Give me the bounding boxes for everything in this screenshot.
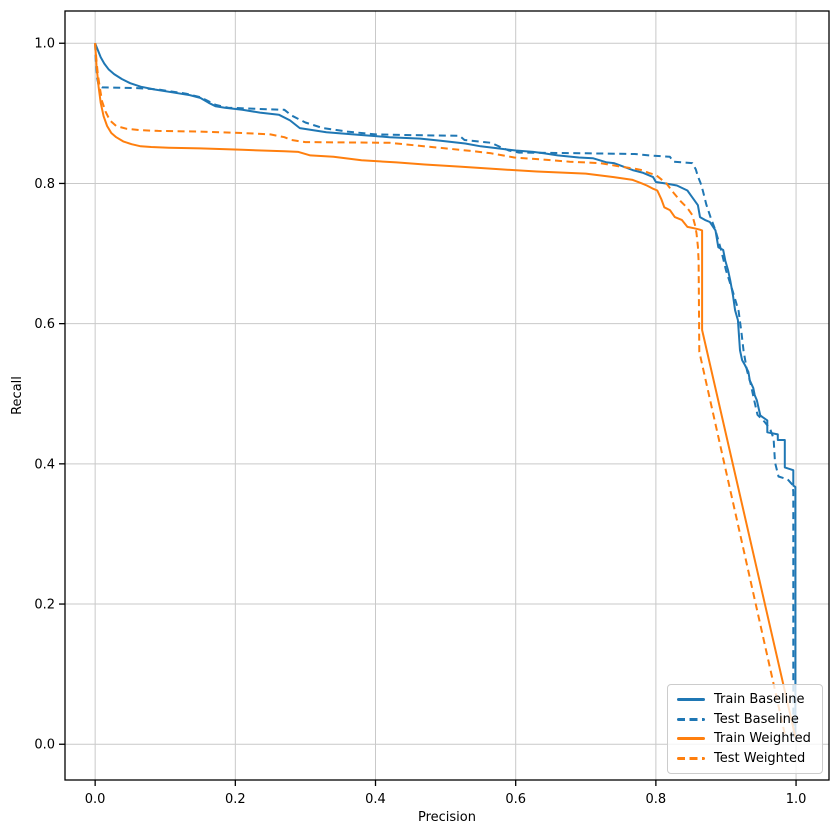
x-tick-label: 0.0 (85, 792, 106, 807)
series-line-train-baseline (94, 42, 797, 738)
x-tick-label: 0.6 (505, 792, 526, 807)
legend-line-sample-test-weighted (677, 756, 705, 760)
y-tick-label: 0.0 (34, 738, 55, 753)
y-tick-label: 1.0 (34, 37, 55, 52)
x-tick-label: 1.0 (786, 792, 807, 807)
y-axis-label: Recall (10, 376, 25, 415)
legend-item-train-weighted: Train Weighted (677, 730, 813, 748)
y-tick-label: 0.8 (34, 177, 55, 192)
y-tick-label: 0.6 (34, 317, 55, 332)
legend-label-test-weighted: Test Weighted (714, 750, 806, 766)
y-tick-label: 0.2 (34, 598, 55, 613)
series-line-test-weighted (94, 43, 787, 738)
x-tick-label: 0.2 (225, 792, 246, 807)
legend-item-test-weighted: Test Weighted (677, 749, 813, 767)
legend-label-test-baseline: Test Baseline (714, 711, 799, 727)
legend-label-train-baseline: Train Baseline (714, 692, 805, 708)
series-line-test-baseline (94, 43, 795, 738)
legend-line-sample-test-baseline (677, 717, 705, 721)
legend-line-sample-train-baseline (677, 698, 705, 702)
legend-item-train-baseline: Train Baseline (677, 691, 813, 709)
x-tick-label: 0.8 (646, 792, 667, 807)
x-tick-label: 0.4 (365, 792, 386, 807)
legend: Train Baseline Test Baseline Train Weigh… (667, 684, 823, 774)
axes-frame (64, 10, 830, 781)
legend-label-train-weighted: Train Weighted (714, 731, 811, 747)
legend-line-sample-train-weighted (677, 737, 705, 741)
series-line-train-weighted (94, 43, 797, 738)
x-axis-label: Precision (418, 810, 476, 825)
legend-item-test-baseline: Test Baseline (677, 710, 813, 728)
y-tick-label: 0.4 (34, 457, 55, 472)
